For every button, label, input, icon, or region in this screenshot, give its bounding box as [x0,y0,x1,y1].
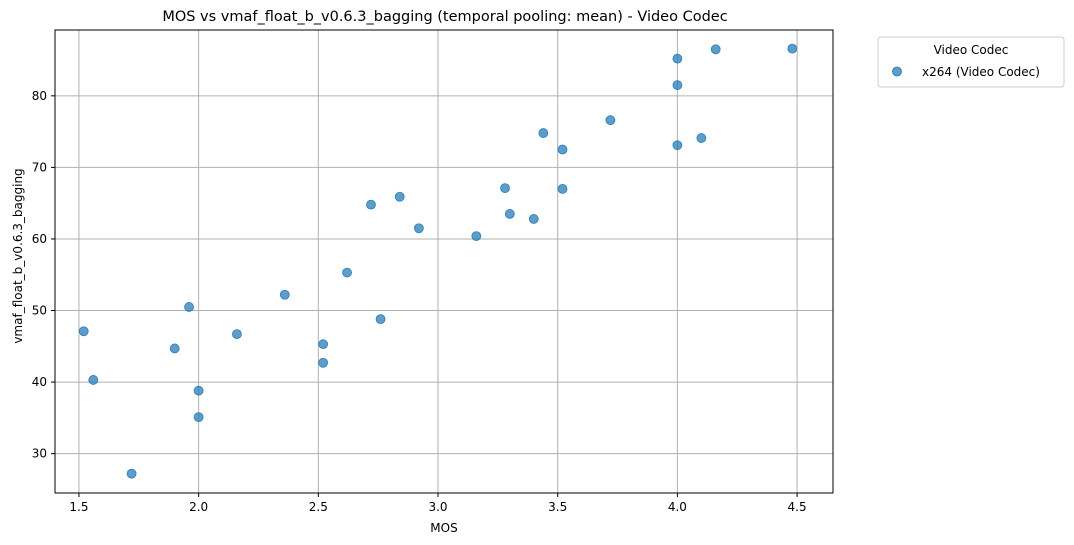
data-point [710,44,721,55]
x-tick-label: 4.0 [668,500,687,514]
data-point [126,468,137,479]
data-point [500,183,510,194]
y-tick-label: 50 [32,304,47,318]
x-axis-ticks: 1.5 2.0 2.5 3.0 3.5 4.0 4.5 [69,493,807,514]
data-point [342,267,352,278]
grid-lines [55,30,833,493]
data-point [193,412,204,423]
x-axis-label: MOS [430,521,457,535]
y-axis-label: vmaf_float_b_v0.6.3_bagging [11,168,25,343]
legend-entry-label: x264 (Video Codec) [922,65,1040,79]
data-point [318,339,329,350]
y-tick-label: 70 [32,160,47,174]
x-tick-label: 2.0 [189,500,208,514]
legend: Video Codec x264 (Video Codec) [877,36,1065,88]
y-tick-label: 40 [32,375,47,389]
data-point [787,43,798,54]
data-points [78,43,798,479]
data-point [413,223,424,234]
data-point [88,375,99,385]
data-point [366,199,376,210]
data-point [672,80,683,91]
x-tick-label: 1.5 [69,500,88,514]
data-point [318,357,329,368]
plot-area [54,29,834,494]
data-point [394,191,405,202]
chart-title: MOS vs vmaf_float_b_v0.6.3_bagging (temp… [162,9,727,25]
data-point [538,128,549,138]
data-point [672,53,683,64]
data-point [471,231,482,241]
x-tick-label: 3.0 [428,500,447,514]
data-point [375,314,386,325]
data-point [504,209,515,219]
data-point [184,302,194,312]
data-point [672,140,683,151]
data-point [279,289,290,300]
y-tick-label: 30 [32,447,47,461]
axes-frame [54,29,834,494]
x-tick-label: 2.5 [309,500,328,514]
data-point [528,214,539,224]
y-axis-ticks: 30 40 50 60 70 80 [32,89,55,461]
data-point [232,329,242,340]
y-tick-label: 80 [32,89,47,103]
y-tick-label: 60 [32,232,47,246]
data-point [78,326,89,337]
legend-marker [892,66,902,77]
x-tick-label: 3.5 [548,500,567,514]
data-point [169,343,180,354]
data-point [557,183,568,194]
legend-box [877,36,1065,88]
legend-title: Video Codec [934,43,1009,57]
data-point [557,144,568,155]
data-point [193,385,204,396]
x-tick-label: 4.5 [788,500,807,514]
data-point [696,133,707,143]
data-point [605,115,616,126]
